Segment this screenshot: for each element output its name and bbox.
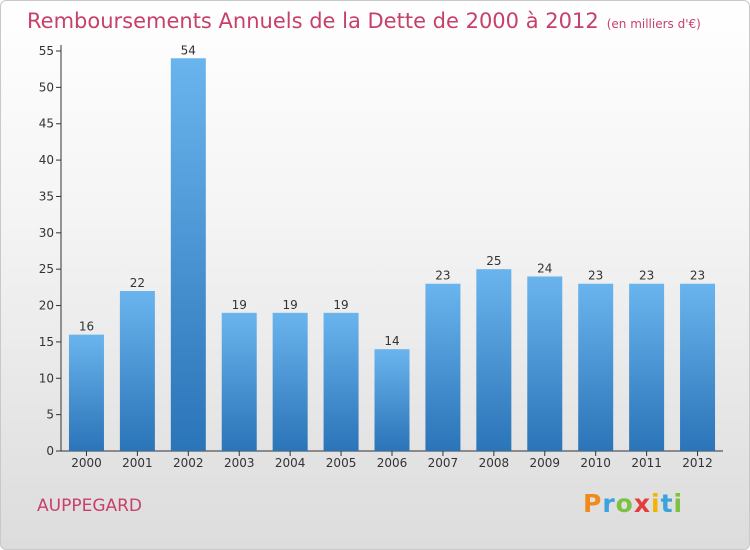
value-label-2012: 23 [690,269,705,283]
y-tick-label: 5 [46,408,54,422]
value-label-2005: 19 [333,298,348,312]
value-label-2009: 24 [537,261,552,275]
y-tick-label: 20 [39,299,54,313]
x-tick-label-2010: 2010 [580,456,611,470]
chart-title-text: Remboursements Annuels de la Dette de 20… [27,9,599,33]
y-tick-label: 0 [46,444,54,458]
logo-letter: x [633,489,651,518]
y-tick-label: 15 [39,335,54,349]
value-label-2011: 23 [639,269,654,283]
bar-2005 [323,312,359,451]
bar-2001 [119,291,155,451]
y-tick-label: 55 [39,44,54,58]
bar-2000 [68,334,104,451]
x-tick-label-2002: 2002 [173,456,204,470]
logo-letter: P [583,489,603,518]
x-tick-label-2012: 2012 [682,456,713,470]
x-tick-label-2005: 2005 [326,456,357,470]
x-tick-label-2009: 2009 [529,456,560,470]
bar-2006 [374,349,410,451]
y-tick-label: 40 [39,153,54,167]
x-tick-label-2001: 2001 [122,456,153,470]
chart-subtitle: (en milliers d'€) [606,17,701,31]
y-tick-label: 25 [39,262,54,276]
value-label-2006: 14 [384,334,399,348]
y-tick-label: 50 [39,80,54,94]
x-tick-label-2003: 2003 [224,456,255,470]
x-tick-label-2008: 2008 [479,456,510,470]
chart-title: Remboursements Annuels de la Dette de 20… [27,9,701,33]
bar-2008 [476,269,512,451]
value-label-2000: 16 [79,320,94,334]
x-tick-label-2011: 2011 [631,456,662,470]
y-tick-label: 35 [39,189,54,203]
logo-letter: o [615,489,634,518]
value-label-2004: 19 [283,298,298,312]
y-tick-label: 10 [39,371,54,385]
x-tick-label-2004: 2004 [275,456,306,470]
value-label-2001: 22 [130,276,145,290]
bar-2012 [680,283,716,451]
logo-letter: i [651,489,661,518]
y-tick-label: 30 [39,226,54,240]
commune-name: AUPPEGARD [37,496,143,516]
x-tick-label-2000: 2000 [71,456,102,470]
logo-letter: t [660,489,674,518]
value-label-2002: 54 [181,43,196,57]
x-tick-label-2007: 2007 [428,456,459,470]
bar-2007 [425,283,461,451]
logo-letter: r [602,489,616,518]
y-tick-label: 45 [39,117,54,131]
proxiti-logo: Proxiti [583,489,683,518]
value-label-2003: 19 [232,298,247,312]
bar-2003 [221,312,257,451]
value-label-2010: 23 [588,269,603,283]
bar-2002 [170,58,206,451]
x-tick-label-2006: 2006 [377,456,408,470]
value-label-2008: 25 [486,254,501,268]
bar-2009 [527,276,563,451]
value-label-2007: 23 [435,269,450,283]
bar-2004 [272,312,308,451]
logo-letter: i [673,489,684,518]
bar-2011 [629,283,665,451]
bar-2010 [578,283,614,451]
